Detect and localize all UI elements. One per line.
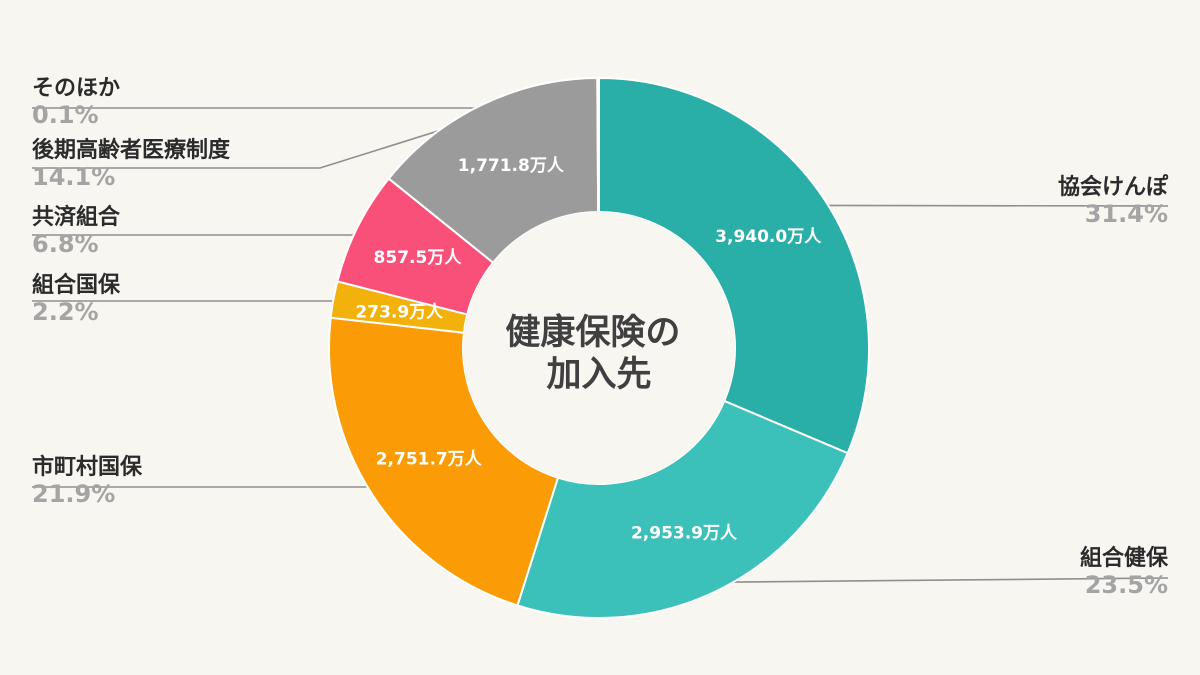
legend-percent: 2.2%	[32, 297, 99, 326]
legend-name: 市町村国保	[32, 455, 143, 480]
legend-entry-kyousai-kumiai: 共済組合 6.8%	[32, 205, 121, 258]
legend-entry-shichouson-kokuho: 市町村国保 21.9%	[32, 455, 143, 508]
legend-percent: 0.1%	[32, 100, 99, 129]
leader-line	[707, 577, 1169, 584]
legend-name: 後期高齢者医療制度	[32, 138, 231, 163]
leader-line	[814, 204, 1169, 207]
leader-line	[32, 114, 488, 169]
legend-entry-kyoukai-kenpo: 協会けんぽ 31.4%	[1057, 175, 1168, 228]
center-title-line-2: 加入先	[546, 355, 651, 395]
legend-name: そのほか	[32, 76, 121, 101]
center-title-line-1: 健康保険の	[505, 312, 680, 353]
slice-value-label: 1,771.8万人	[458, 156, 565, 176]
center-title: 健康保険の 加入先	[505, 312, 692, 395]
legend-name: 組合健保	[1079, 546, 1168, 571]
legend-name: 協会けんぽ	[1057, 175, 1168, 200]
slice-value-label: 857.5万人	[374, 248, 463, 268]
slice-value-label: 2,751.7万人	[376, 450, 483, 470]
legend-percent: 14.1%	[32, 162, 116, 191]
slice-value-label: 3,940.0万人	[715, 227, 822, 247]
legend-entry-kumiai-kokuho: 組合国保 2.2%	[32, 273, 121, 326]
slice-value-label: 273.9万人	[355, 302, 444, 322]
legend-percent: 6.8%	[32, 229, 99, 258]
value-labels: 3,940.0万人 2,953.9万人 2,751.7万人 273.9万人 857.5万…	[355, 156, 822, 543]
legend-entry-kumiai-kenpo: 組合健保 23.5%	[1079, 546, 1168, 599]
slice-value-label: 2,953.9万人	[631, 523, 738, 543]
legend-entry-sonohoka: そのほか 0.1%	[32, 76, 121, 129]
legend-percent: 21.9%	[32, 479, 116, 508]
legend-percent: 23.5%	[1084, 570, 1168, 599]
legend-name: 組合国保	[32, 273, 121, 298]
legend-name: 共済組合	[32, 205, 121, 230]
legend-entry-kouki-koureisha: 後期高齢者医療制度 14.1%	[32, 138, 231, 191]
donut-slice	[596, 76, 600, 214]
donut-slice	[328, 316, 560, 607]
donut-hole	[463, 212, 735, 484]
legend-percent: 31.4%	[1084, 199, 1168, 228]
